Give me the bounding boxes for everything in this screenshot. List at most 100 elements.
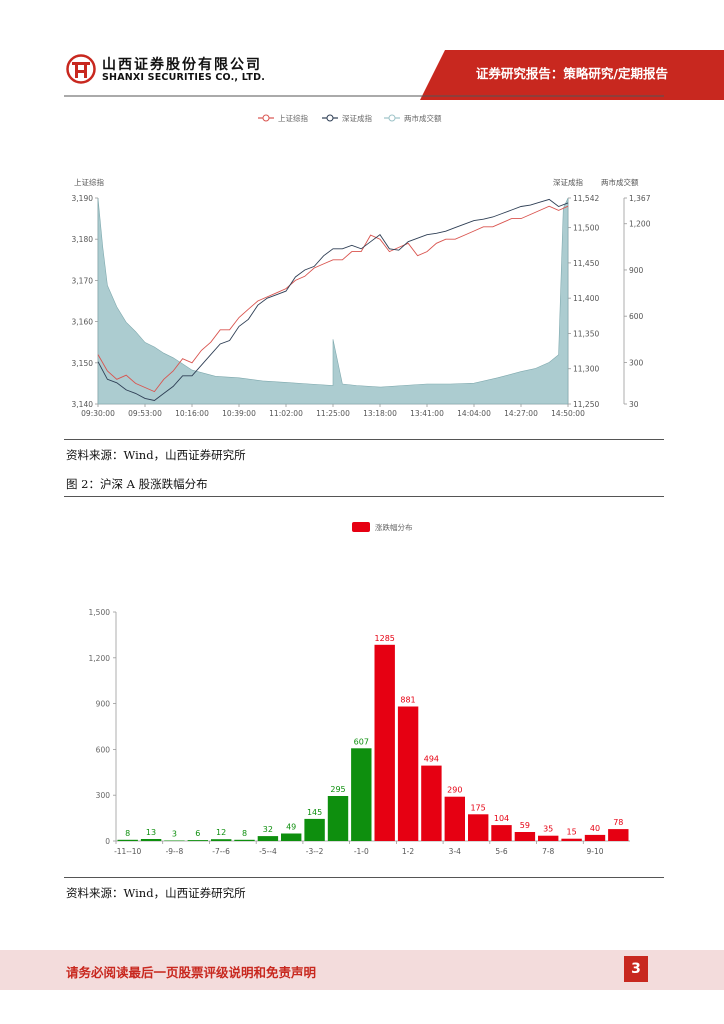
bar--2--1 xyxy=(327,796,349,841)
y-tick-label: 300 xyxy=(96,791,111,800)
bar-data-label: 59 xyxy=(520,821,530,830)
bar-data-label: 8 xyxy=(242,829,247,838)
figure2-top-rule xyxy=(64,496,664,497)
bar--10--9 xyxy=(140,839,162,841)
company-name-en: SHANXI SECURITIES CO., LTD. xyxy=(102,72,266,83)
bar--11--10 xyxy=(117,839,138,841)
bar-data-label: 40 xyxy=(590,824,600,833)
bar-data-label: 104 xyxy=(494,814,509,823)
y-tick-label: 900 xyxy=(96,700,111,709)
x-tick-label: -11--10 xyxy=(114,847,141,856)
legend-marker-0 xyxy=(262,114,270,122)
x-tick-label: 14:04:00 xyxy=(457,409,491,418)
x-tick-label: 5-6 xyxy=(495,847,507,856)
x-tick-label: 14:50:00 xyxy=(551,409,585,418)
bar-data-label: 1285 xyxy=(375,634,395,643)
y-right1-tick-label: 11,400 xyxy=(573,294,599,303)
bar--8--7 xyxy=(187,840,208,841)
y-right2-tick-label: 30 xyxy=(629,400,639,409)
bar-data-label: 607 xyxy=(354,737,369,746)
x-tick-label: -5--4 xyxy=(259,847,277,856)
bar--9--8 xyxy=(164,840,185,841)
y-left-tick-label: 3,160 xyxy=(72,318,94,327)
bar-8-9 xyxy=(561,838,582,841)
report-type-label: 证券研究报告：策略研究/定期报告 xyxy=(475,66,668,81)
bar-0-1 xyxy=(374,644,395,841)
bar->10 xyxy=(608,829,629,841)
bar-2-3 xyxy=(421,765,442,841)
y-tick-label: 600 xyxy=(96,745,111,754)
y-tick-label: 1,500 xyxy=(89,608,111,617)
figure2-source: 资料来源：Wind，山西证券研究所 xyxy=(66,886,246,900)
y-right1-tick-label: 11,300 xyxy=(573,365,599,374)
y-right2-tick-label: 1,200 xyxy=(629,220,651,229)
x-tick-label: 09:53:00 xyxy=(128,409,162,418)
bar-data-label: 494 xyxy=(424,755,439,764)
y-left-tick-label: 3,150 xyxy=(72,359,94,368)
legend-label-0: 上证综指 xyxy=(278,113,308,123)
x-tick-label: -9--8 xyxy=(166,847,184,856)
bar-6-7 xyxy=(514,832,536,841)
x-tick-label: 11:25:00 xyxy=(316,409,350,418)
x-tick-label: 13:18:00 xyxy=(363,409,397,418)
bar--4--3 xyxy=(281,833,302,841)
bar-data-label: 13 xyxy=(146,828,156,837)
legend-marker-2 xyxy=(388,114,396,122)
y-left-tick-label: 3,180 xyxy=(72,235,94,244)
y-right2-tick-label: 600 xyxy=(629,312,644,321)
x-tick-label: 1-2 xyxy=(402,847,414,856)
y-right1-axis-title: 深证成指 xyxy=(553,177,583,187)
bar-data-label: 12 xyxy=(216,828,226,837)
x-tick-label: 13:41:00 xyxy=(410,409,444,418)
rise-fall-distribution-chart: 涨跌幅分布 0 300 600 900 1,200 1,500 8 13 3 6 12 8 32 49 145… xyxy=(89,522,630,856)
bar-5-6 xyxy=(491,825,512,841)
series-shanghai-line xyxy=(97,205,569,393)
bar-9-10 xyxy=(584,834,606,841)
page-number: 3 xyxy=(624,956,648,982)
y-right2-axis-title: 两市成交额 xyxy=(601,177,639,187)
bar-data-label: 32 xyxy=(263,825,273,834)
bar-3-4 xyxy=(444,796,465,841)
footer-band xyxy=(0,950,724,990)
company-logo-icon xyxy=(66,54,96,84)
legend-label-1: 深证成指 xyxy=(342,113,372,123)
y-tick-label: 0 xyxy=(105,837,110,846)
x-tick-label: 14:27:00 xyxy=(504,409,538,418)
legend-swatch xyxy=(352,522,370,532)
legend-label: 涨跌幅分布 xyxy=(375,522,413,532)
bar--3--2 xyxy=(304,818,325,841)
y-right1-tick-label: 11,350 xyxy=(573,329,599,338)
header-band xyxy=(64,50,724,100)
series-volume-area xyxy=(97,197,569,405)
bar-data-label: 35 xyxy=(543,825,553,834)
bar--7--6 xyxy=(211,839,232,841)
x-tick-label: 10:39:00 xyxy=(222,409,256,418)
bar-data-label: 290 xyxy=(447,786,462,795)
bar-data-label: 78 xyxy=(613,818,623,827)
bar-data-label: 295 xyxy=(330,785,345,794)
footer-disclaimer: 请务必阅读最后一页股票评级说明和免责声明 xyxy=(66,965,317,980)
y-left-axis-title: 上证综指 xyxy=(74,177,104,187)
x-tick-label: 11:02:00 xyxy=(269,409,303,418)
x-tick-label: 09:30:00 xyxy=(81,409,115,418)
x-tick-label: 10:16:00 xyxy=(175,409,209,418)
bar--1-0 xyxy=(351,748,372,841)
y-right1-tick-label: 11,542 xyxy=(573,194,599,203)
bar--5--4 xyxy=(257,836,279,841)
company-name-cn: 山西证券股份有限公司 xyxy=(102,57,262,73)
bar-data-label: 6 xyxy=(195,829,200,838)
y-right2-tick-label: 900 xyxy=(629,266,644,275)
x-tick-label: 7-8 xyxy=(542,847,554,856)
figure2-bottom-rule xyxy=(64,877,664,878)
x-tick-label: 3-4 xyxy=(449,847,461,856)
bar-data-label: 49 xyxy=(286,823,296,832)
legend-label-2: 两市成交额 xyxy=(404,113,442,123)
bar-data-label: 8 xyxy=(125,829,130,838)
bar--6--5 xyxy=(234,839,255,841)
figure1-source: 资料来源：Wind，山西证券研究所 xyxy=(66,448,246,462)
bar-data-label: 145 xyxy=(307,808,322,817)
x-tick-label: -7--6 xyxy=(212,847,230,856)
series-shenzhen-line xyxy=(97,198,569,401)
bar-data-label: 175 xyxy=(470,803,485,812)
